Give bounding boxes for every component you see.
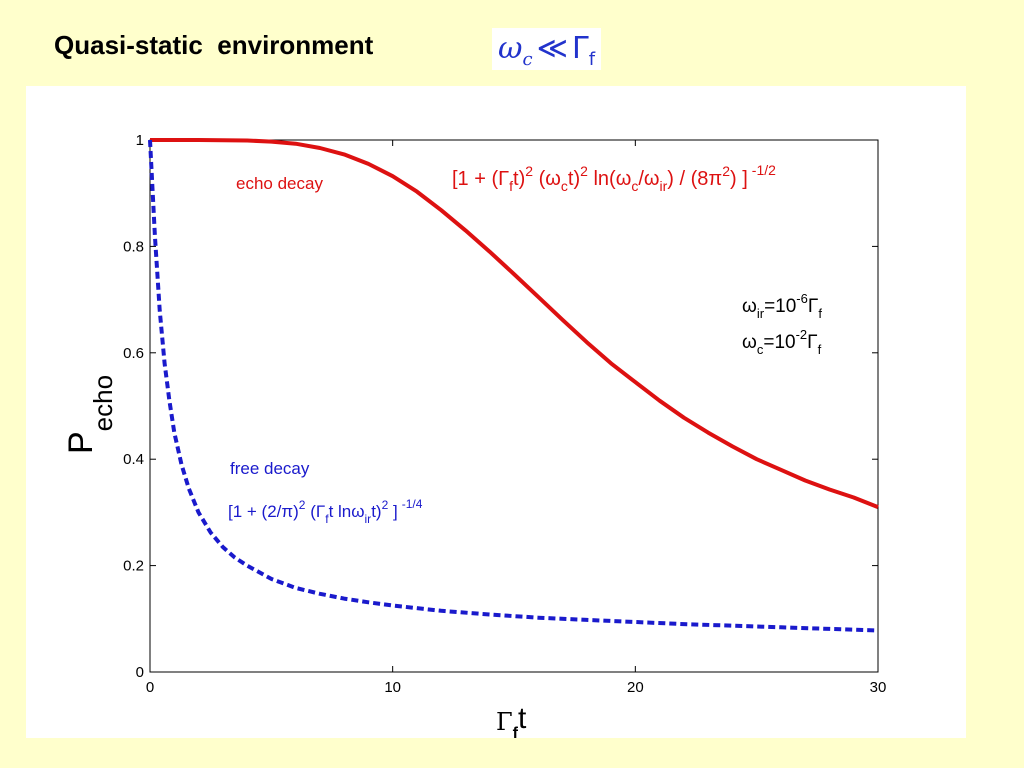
plot-panel: 0 10 20 30 0 0.2 0.4 0.6 0.8 1 Γft Pecho echo de… [26, 86, 966, 738]
title-formula: ωc ≪ Γf [492, 28, 602, 70]
x-axis-ticks: 0 10 20 30 [146, 140, 887, 696]
series-echo-decay-line [150, 138, 879, 509]
y-tick-label: 0.4 [123, 451, 144, 468]
echo-decay-label: echo decay [236, 174, 323, 193]
echo-formula-part: t) [513, 168, 525, 190]
param-part: ω [742, 332, 757, 353]
echo-formula-part: [1 + (Γ [452, 168, 509, 190]
y-tick-label: 0.2 [123, 558, 144, 575]
param-part: ω [742, 296, 757, 317]
y-axis-ticks: 0 0.2 0.4 0.6 0.8 1 [123, 132, 878, 681]
echo-formula-part: ) ] [730, 168, 748, 190]
title-formula-relation: ≪ [536, 31, 568, 66]
echo-formula-sub: f [509, 178, 513, 194]
slide-title: Quasi-static environment [54, 30, 374, 60]
echo-formula-sup: 2 [722, 163, 730, 179]
free-formula-sup: 2 [382, 498, 389, 512]
series-layer [148, 138, 879, 633]
echo-formula-part: /ω [638, 168, 659, 190]
echo-formula-part: ln(ω [588, 168, 631, 190]
free-formula-sup: -1/4 [402, 497, 423, 511]
y-tick-label: 0.8 [123, 238, 144, 255]
y-tick-label: 0 [136, 664, 144, 681]
series-free-decay-line [148, 139, 879, 633]
x-axis-label-tail: t [518, 702, 527, 735]
free-formula-part: t lnω [329, 502, 365, 521]
free-decay-label: free decay [230, 459, 310, 478]
free-formula: [1 + (2/π)2 (Γft lnωirt)2 ] -1/4 [228, 497, 423, 526]
title-formula-gamma: Γf [571, 31, 595, 70]
echo-formula-part: ) / (8π [667, 168, 722, 190]
free-formula-sub: ir [365, 512, 372, 526]
x-tick-label: 0 [146, 679, 154, 696]
title-formula-omega: ω [498, 31, 523, 66]
title-formula-gamma-symbol: Γ [571, 31, 589, 66]
y-tick-label: 0.6 [123, 345, 144, 362]
free-formula-part: ] [388, 502, 397, 521]
param-part: =10 [763, 332, 795, 353]
param-sup: -2 [796, 327, 808, 342]
x-axis-label-sub: f [513, 725, 519, 738]
param-sub: c [757, 342, 764, 357]
echo-formula: [1 + (Γft)2 (ωct)2 ln(ωc/ωir) / (8π2) ] -… [452, 162, 776, 194]
free-formula-part: [1 + (2/π) [228, 502, 299, 521]
param-sub: f [818, 306, 822, 321]
echo-formula-part: t) [568, 168, 580, 190]
free-formula-part: t) [371, 502, 381, 521]
y-tick-label: 1 [136, 132, 144, 149]
x-tick-label: 30 [870, 679, 887, 696]
y-axis-label: Pecho [62, 375, 118, 454]
param-part: Γ [807, 332, 817, 353]
echo-formula-sub: ir [660, 178, 668, 194]
title-formula-gamma-sub: f [588, 49, 596, 70]
free-formula-sup: 2 [299, 498, 306, 512]
y-axis-label-p: P [62, 431, 100, 454]
x-tick-label: 20 [627, 679, 644, 696]
echo-formula-sup: 2 [525, 163, 533, 179]
x-axis-label: Γft [496, 702, 527, 738]
param-part: =10 [764, 296, 796, 317]
free-formula-sub: f [325, 512, 329, 526]
param-sub: f [818, 342, 822, 357]
echo-formula-sub: c [561, 178, 568, 194]
x-tick-label: 10 [384, 679, 401, 696]
free-formula-part: (Γ [305, 502, 325, 521]
param-omega-ir: ωir=10-6Γf [742, 291, 822, 321]
echo-formula-sup: 2 [580, 163, 588, 179]
param-sub: ir [757, 306, 765, 321]
param-part: Γ [808, 296, 818, 317]
echo-formula-sub: c [631, 178, 638, 194]
echo-formula-sup: -1/2 [752, 162, 776, 178]
param-sup: -6 [796, 291, 808, 306]
echo-formula-part: (ω [533, 168, 561, 190]
chart: 0 10 20 30 00.20.40.60.81 Γft Pecho echo de… [62, 132, 887, 738]
title-formula-omega-sub: c [522, 49, 533, 70]
plot-area-frame [149, 139, 879, 673]
param-omega-c: ωc=10-2Γf [742, 327, 822, 357]
x-axis-label-gamma: Γ [496, 708, 513, 736]
y-axis-label-sub: echo [88, 375, 118, 431]
